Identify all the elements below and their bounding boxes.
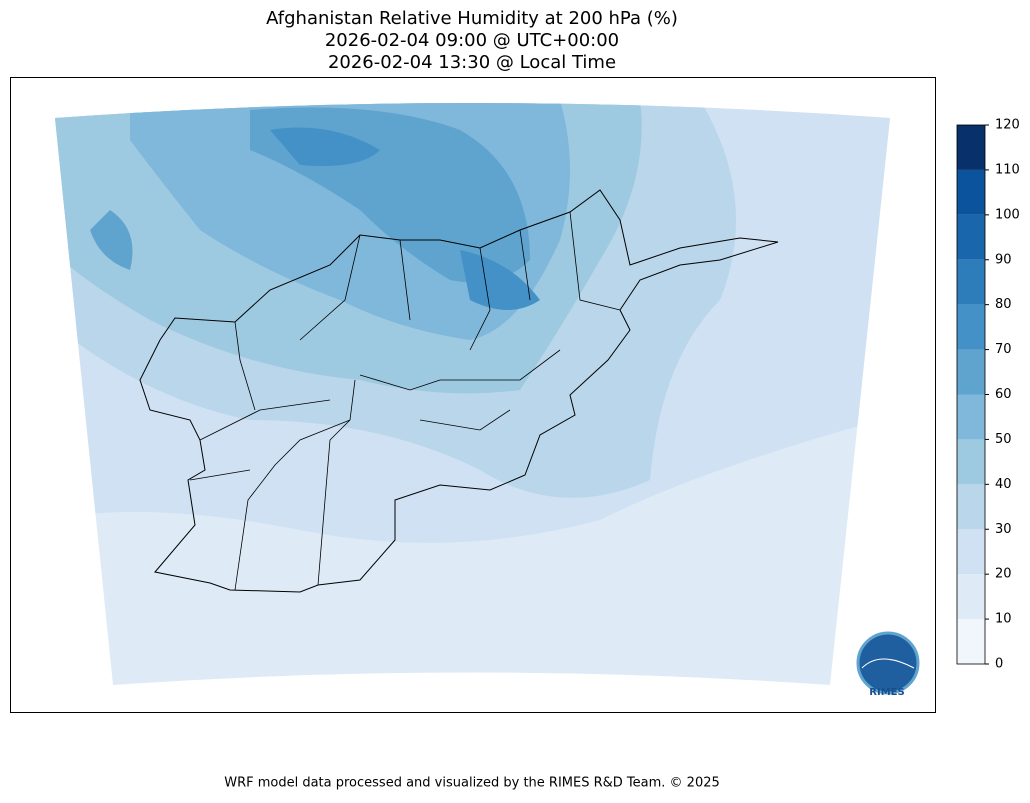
humidity-field [55,103,890,685]
colorbar-tick-label: 110 [995,162,1020,177]
colorbar: 0 10 20 30 40 50 60 70 80 90 100 110 120 [956,118,1020,672]
colorbar-bin [957,619,985,664]
footer: WRF model data processed and visualized … [224,776,720,791]
colorbar-bin [957,304,985,350]
colorbar-tick-label: 20 [995,567,1012,582]
colorbar-tick-label: 0 [995,657,1003,672]
colorbar-tick-label: 70 [995,342,1012,357]
colorbar-tick-label: 40 [995,477,1012,492]
colorbar-bin [957,125,985,170]
colorbar-tick-label: 30 [995,522,1012,537]
colorbar-bin [957,349,985,395]
colorbar-bin [957,574,985,620]
country-outline [139,189,779,593]
colorbar-tick-label: 60 [995,387,1012,402]
colorbar-tick-label: 90 [995,252,1012,267]
colorbar-bin [957,439,985,485]
colorbar-bin [957,484,985,530]
colorbar-tick-label: 50 [995,432,1012,447]
colorbar-bin [957,169,985,215]
province-boundaries [189,211,621,591]
logo-text: RIMES [869,687,904,698]
colorbar-bin [957,214,985,260]
colorbar-bin [957,394,985,440]
subtitle: 2026-02-04 13:30 @ Local Time [328,52,616,73]
colorbar-bin [957,259,985,305]
colorbar-tick-label: 100 [995,207,1020,222]
subtitle: 2026-02-04 09:00 @ UTC+00:00 [325,30,619,51]
colorbar-tick-label: 80 [995,297,1012,312]
colorbar-tick-label: 10 [995,612,1012,627]
colorbar-tick-label: 120 [995,118,1020,133]
title: Afghanistan Relative Humidity at 200 hPa… [266,8,678,29]
colorbar-bin [957,529,985,575]
logo: RIMES [856,631,920,698]
